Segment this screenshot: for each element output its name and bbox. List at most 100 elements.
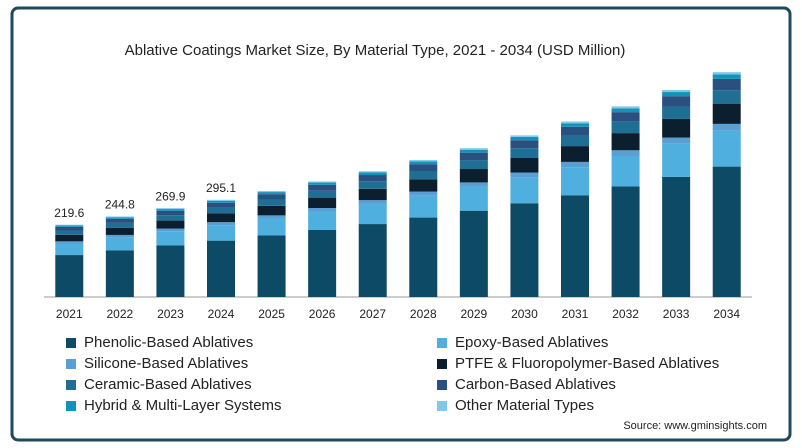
- bar-segment: [257, 194, 286, 200]
- legend-swatch: [437, 338, 447, 348]
- bar-segment: [156, 231, 185, 246]
- legend-label: Phenolic-Based Ablatives: [84, 334, 253, 351]
- bar-segment: [308, 208, 337, 212]
- bar-segment: [459, 186, 488, 211]
- x-tick-label: 2027: [359, 307, 386, 321]
- bar-segment: [257, 218, 286, 236]
- bar-segment: [409, 164, 438, 171]
- bar-segment: [257, 199, 286, 206]
- bar-segment: [662, 92, 691, 97]
- x-tick-label: 2029: [461, 307, 488, 321]
- bar-segment: [510, 148, 539, 158]
- bar-segment: [662, 143, 691, 177]
- bar-segment: [662, 137, 691, 144]
- bar-segment: [308, 182, 337, 185]
- legend-swatch: [66, 338, 76, 348]
- bar-segment: [712, 90, 741, 104]
- bar-segment: [308, 211, 337, 230]
- bar-segment: [510, 140, 539, 149]
- bar-segment: [55, 243, 84, 256]
- bar-segment: [662, 106, 691, 119]
- x-tick-label: 2033: [663, 307, 690, 321]
- chart-title: Ablative Coatings Market Size, By Materi…: [125, 42, 626, 59]
- legend-label: Ceramic-Based Ablatives: [84, 376, 252, 393]
- bar-segment: [662, 89, 691, 93]
- bar-segment: [257, 215, 286, 219]
- x-tick-label: 2026: [309, 307, 336, 321]
- bar-segment: [207, 199, 235, 201]
- bar-segment: [207, 200, 235, 203]
- bar-segment: [105, 216, 134, 218]
- bar-segment: [409, 170, 438, 180]
- total-label: 219.6: [54, 206, 84, 220]
- bar-segment: [459, 148, 488, 150]
- bar-segment: [105, 234, 134, 238]
- legend-swatch: [437, 359, 447, 369]
- bar-segment: [55, 226, 84, 231]
- bar-segment: [358, 171, 387, 173]
- bar-segment: [561, 123, 589, 127]
- x-tick-label: 2032: [612, 307, 639, 321]
- x-tick-label: 2021: [56, 307, 83, 321]
- bar-segment: [712, 72, 741, 75]
- bar-segment: [207, 202, 235, 208]
- legend-swatch: [437, 401, 447, 411]
- bar-segment: [561, 146, 589, 162]
- bar-segment: [358, 188, 387, 201]
- bar-segment: [156, 245, 185, 297]
- x-tick-label: 2028: [410, 307, 437, 321]
- bar-segment: [156, 215, 185, 221]
- bar-segment: [55, 224, 84, 226]
- bar-segment: [409, 161, 438, 165]
- bar-segment: [459, 169, 488, 183]
- bar-segment: [105, 217, 134, 219]
- bar-segment: [611, 108, 640, 113]
- bar-segment: [662, 176, 691, 297]
- bar-segment: [409, 217, 438, 297]
- bar-segment: [712, 130, 741, 167]
- bar-segment: [55, 230, 84, 235]
- bar-segment: [55, 234, 84, 242]
- legend-label: Other Material Types: [455, 397, 594, 414]
- bar-segment: [561, 167, 589, 196]
- bar-segment: [358, 172, 387, 176]
- bar-segment: [409, 195, 438, 218]
- bar-segment: [207, 225, 235, 241]
- legend-swatch: [66, 380, 76, 390]
- bar-segment: [611, 133, 640, 151]
- bar-segment: [105, 222, 134, 228]
- bar-segment: [662, 96, 691, 107]
- frame: [10, 6, 792, 442]
- bar-segment: [308, 197, 337, 209]
- bar-segment: [712, 78, 741, 91]
- bar-segment: [561, 121, 589, 124]
- bar-segment: [156, 210, 185, 216]
- bar-segment: [561, 161, 589, 168]
- bar-segment: [257, 191, 286, 193]
- bar-segment: [712, 103, 741, 124]
- bar-segment: [156, 209, 185, 211]
- bar-segment: [55, 225, 84, 227]
- bar-segment: [257, 205, 286, 216]
- bar-segment: [611, 155, 640, 187]
- bar-segment: [561, 126, 589, 136]
- bar-segment: [308, 181, 337, 183]
- bar-segment: [510, 203, 539, 297]
- bar-segment: [611, 186, 640, 297]
- total-label: 269.9: [155, 189, 185, 203]
- bar-segment: [358, 181, 387, 189]
- bar-segment: [611, 106, 640, 109]
- x-tick-label: 2031: [562, 307, 589, 321]
- total-label: 244.8: [105, 198, 135, 212]
- bar-segment: [207, 240, 235, 297]
- source: Source: www.gminsights.com: [623, 420, 767, 432]
- bar-segment: [257, 192, 286, 195]
- legend-label: Epoxy-Based Ablatives: [455, 334, 608, 351]
- bar-segment: [105, 218, 134, 223]
- legend-label: Carbon-Based Ablatives: [455, 376, 616, 393]
- bar-segment: [561, 135, 589, 147]
- bar-segment: [459, 160, 488, 170]
- bar-segment: [55, 241, 84, 244]
- bar-segment: [308, 229, 337, 297]
